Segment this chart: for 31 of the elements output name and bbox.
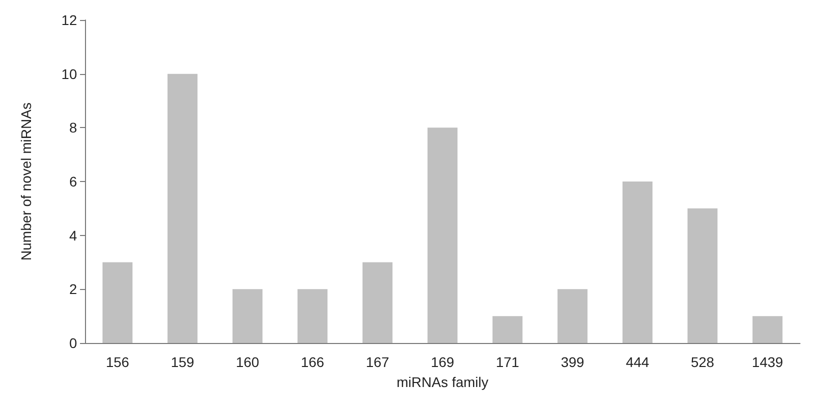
bar bbox=[362, 262, 392, 343]
bar bbox=[688, 208, 718, 343]
bar bbox=[232, 289, 262, 343]
y-tick-label: 10 bbox=[61, 66, 78, 82]
bar bbox=[492, 316, 522, 343]
x-tick-label: 399 bbox=[560, 354, 584, 370]
bar bbox=[622, 182, 652, 343]
bar bbox=[428, 128, 458, 343]
y-tick-label: 8 bbox=[69, 120, 78, 136]
bar bbox=[558, 289, 588, 343]
y-tick-label: 12 bbox=[61, 12, 78, 28]
x-tick-label: 166 bbox=[300, 354, 324, 370]
x-tick-label: 1439 bbox=[752, 354, 784, 370]
x-tick-label: 159 bbox=[170, 354, 194, 370]
bar bbox=[298, 289, 328, 343]
y-tick-label: 4 bbox=[69, 227, 78, 244]
x-tick-label: 444 bbox=[626, 354, 650, 370]
y-tick-label: 2 bbox=[69, 281, 78, 298]
x-axis-title: miRNAs family bbox=[396, 374, 488, 390]
y-tick-label: 0 bbox=[69, 335, 78, 351]
bar bbox=[168, 74, 198, 343]
x-tick-label: 169 bbox=[430, 354, 454, 370]
y-tick-label: 6 bbox=[69, 174, 78, 190]
x-tick-label: 160 bbox=[236, 354, 260, 370]
bar bbox=[752, 316, 782, 343]
x-tick-label: 528 bbox=[690, 354, 714, 370]
y-axis-title: Number of novel miRNAs bbox=[18, 102, 34, 260]
x-tick-label: 156 bbox=[106, 354, 130, 370]
x-tick-label: 171 bbox=[496, 354, 520, 370]
x-tick-label: 167 bbox=[366, 354, 390, 370]
bar bbox=[102, 262, 132, 343]
